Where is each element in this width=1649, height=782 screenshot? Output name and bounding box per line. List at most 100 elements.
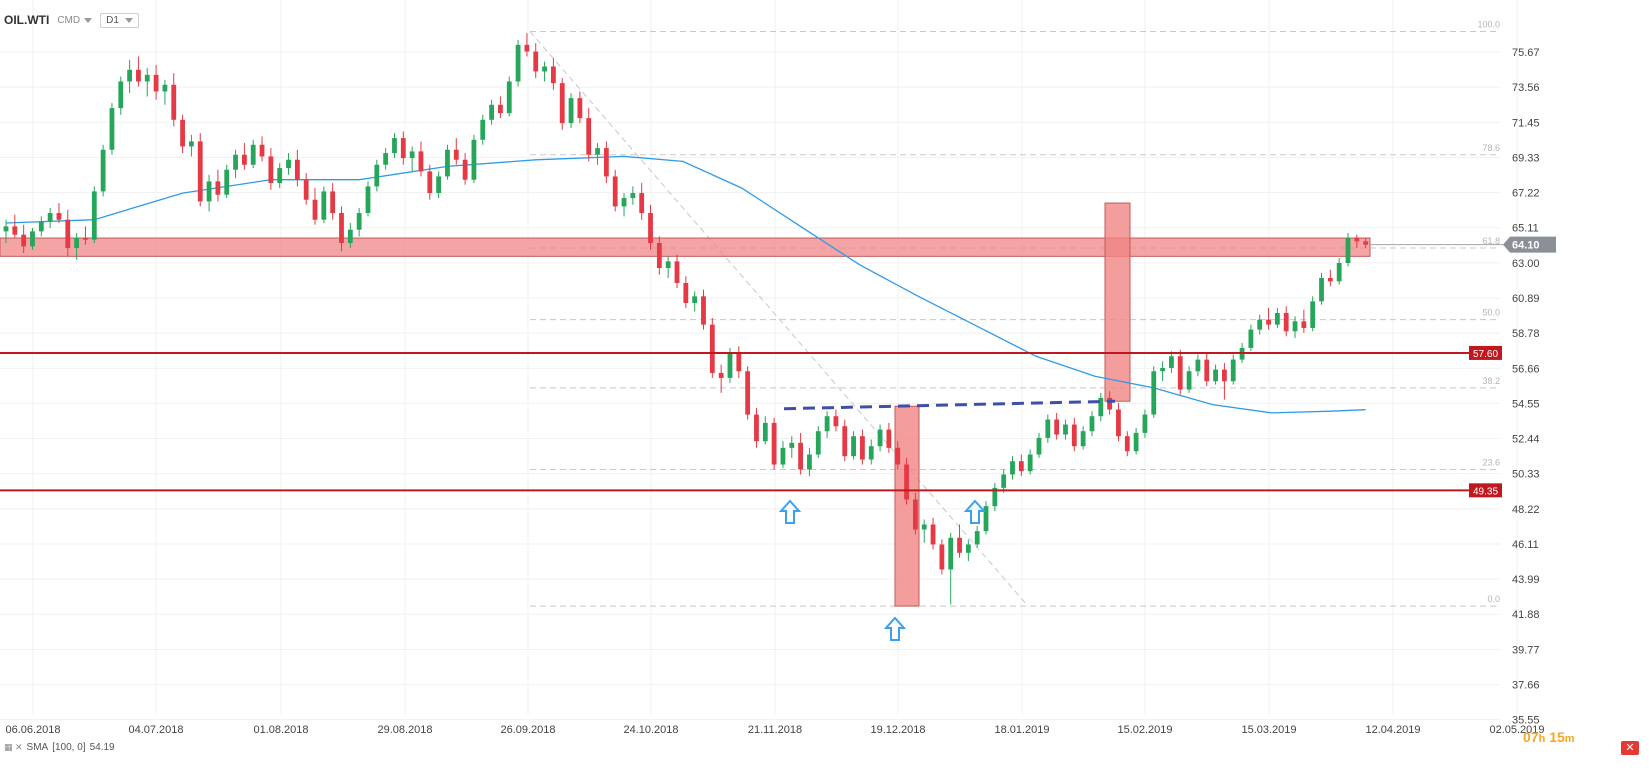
candle [312, 188, 318, 225]
candle-body [603, 148, 609, 177]
y-axis[interactable]: 75.67 73.56 71.45 69.33 67.22 65.11 63.00 60.89… [1370, 47, 1556, 727]
x-tick-label: 18.01.2019 [994, 724, 1049, 736]
fib-level-label: 61.8 [1482, 236, 1500, 246]
candle [383, 148, 389, 170]
candle [1151, 366, 1157, 418]
symbol-label[interactable]: OIL.WTI [4, 13, 50, 27]
close-button[interactable]: ✕ [1621, 741, 1639, 755]
candle-body [206, 181, 212, 202]
x-axis[interactable]: 06.06.2018 04.07.2018 01.08.2018 29.08.2018… [5, 724, 1544, 736]
candle-body [312, 199, 318, 220]
candle [1266, 307, 1271, 330]
drawings[interactable] [778, 399, 1116, 641]
candle [1230, 354, 1236, 385]
candle-body [727, 352, 733, 378]
candle [1327, 269, 1333, 287]
candle [895, 441, 901, 470]
market-selector[interactable]: CMD [57, 14, 93, 26]
candle-body [1045, 419, 1051, 438]
candle [480, 114, 486, 145]
indicator-settings-icon[interactable]: ▦ ✕ [4, 742, 23, 752]
candle [1319, 272, 1324, 305]
candle [789, 436, 795, 458]
candle-body [701, 296, 706, 325]
candle-body [515, 44, 521, 82]
candle [568, 93, 574, 129]
candle [754, 407, 759, 448]
candle [957, 524, 962, 558]
candle-body [957, 537, 962, 553]
candle [1010, 456, 1015, 480]
candle [471, 134, 477, 184]
candle-body [3, 226, 9, 232]
last-price-label: 64.10 [1512, 240, 1540, 252]
candle-body [303, 179, 309, 200]
candle-body [171, 84, 177, 120]
candle-body [498, 104, 503, 114]
candle-body [365, 186, 371, 214]
candle-body [418, 151, 424, 172]
candle-body [692, 296, 698, 303]
candle [983, 501, 989, 535]
fibonacci-retracement[interactable]: 100.0 78.6 61.8 50.0 38.2 23.6 0.0 [529, 20, 1500, 607]
candle [294, 149, 300, 187]
candle-body [1186, 371, 1192, 390]
candle-body [136, 69, 141, 82]
candle-body [1142, 414, 1148, 433]
candle-body [1018, 461, 1024, 472]
candle [250, 139, 256, 169]
candle [1248, 324, 1254, 352]
candle-body [83, 238, 88, 240]
market-label: CMD [57, 14, 81, 26]
candle [780, 441, 786, 468]
y-tick-label: 67.22 [1512, 188, 1540, 200]
candle-body [568, 98, 574, 124]
candle-body [824, 416, 830, 432]
candle [1080, 426, 1086, 450]
candle [1363, 238, 1369, 249]
candle-body [1310, 301, 1316, 328]
candle-body [1354, 238, 1360, 242]
candle-body [815, 431, 821, 455]
candle [1257, 314, 1263, 335]
candle-body [656, 243, 662, 269]
resistance-zone[interactable] [0, 237, 1371, 257]
candle [259, 136, 265, 162]
y-tick-label: 63.00 [1512, 258, 1540, 270]
candle [833, 409, 839, 432]
level-lines[interactable]: 57.60 49.35 [0, 345, 1502, 498]
timeframe-label: D1 [106, 14, 119, 26]
candle-body [639, 193, 645, 214]
candle [1071, 417, 1077, 452]
candle [162, 79, 168, 105]
y-tick-label: 65.11 [1512, 223, 1539, 235]
candle [100, 144, 106, 197]
candle-body [630, 193, 636, 199]
candle-body [559, 83, 565, 124]
measure-boxes[interactable] [894, 202, 1131, 607]
candle [144, 68, 150, 97]
sma-line [5, 155, 1366, 414]
candle [1213, 364, 1218, 385]
candle-body [1116, 409, 1121, 437]
countdown-minutes-unit: m [1564, 733, 1575, 745]
candle-body [533, 51, 539, 72]
candle-body [1301, 321, 1307, 328]
candle-body [789, 442, 795, 448]
candle [83, 226, 88, 245]
candle-body [427, 171, 433, 194]
candle-body [1292, 321, 1298, 332]
candle [436, 171, 442, 199]
candle-body [383, 153, 389, 165]
candle-body [745, 371, 751, 415]
timeframe-selector[interactable]: D1 [100, 12, 139, 28]
candle-body [524, 44, 530, 52]
candle-body [1036, 437, 1042, 455]
indicator-legend[interactable]: ▦ ✕ SMA [100, 0] 54.19 [4, 742, 115, 753]
candle [1345, 233, 1351, 267]
candle-body [197, 141, 203, 202]
candle-body [286, 159, 291, 169]
candle-body [47, 213, 53, 222]
candle [409, 146, 415, 172]
